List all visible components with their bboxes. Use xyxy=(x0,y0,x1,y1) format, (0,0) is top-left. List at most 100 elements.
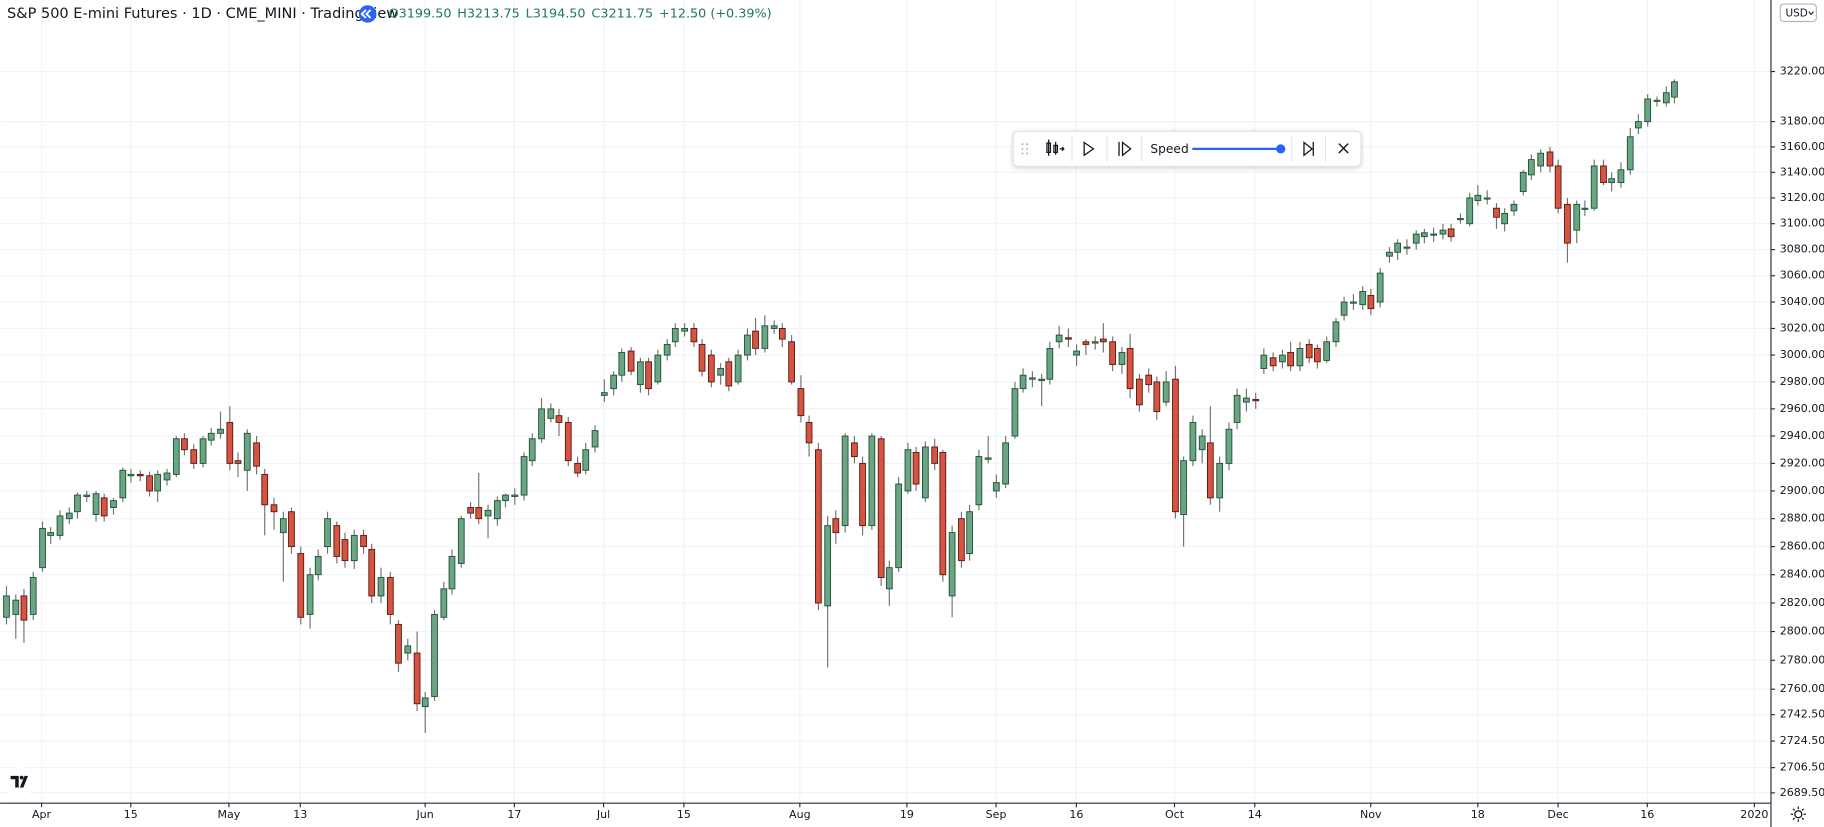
candle-body xyxy=(1581,207,1589,210)
candle-body xyxy=(1635,121,1642,129)
step-forward-button[interactable] xyxy=(1118,141,1132,157)
candle-body xyxy=(146,475,153,492)
candle-body xyxy=(1305,343,1313,359)
candle-body xyxy=(1313,347,1321,363)
y-tick-label: 2960.00 xyxy=(1780,402,1824,415)
replay-back-button[interactable] xyxy=(358,5,377,23)
candle-body xyxy=(992,482,1000,492)
x-tick-label: 2020 xyxy=(1740,808,1768,821)
candle-body xyxy=(467,507,474,514)
candle-body xyxy=(1617,169,1625,184)
y-tick-label: 2920.00 xyxy=(1780,456,1824,469)
candle-body xyxy=(1510,203,1518,212)
grid xyxy=(0,0,1771,803)
candle-body xyxy=(190,449,198,464)
candle-body xyxy=(1153,381,1161,413)
y-tick-label: 2724.50 xyxy=(1780,734,1824,747)
speed-slider-knob[interactable] xyxy=(1276,144,1286,154)
candle-body xyxy=(288,511,295,548)
candle-body xyxy=(457,518,465,564)
candles xyxy=(3,79,1678,733)
y-tick-label: 3220.00 xyxy=(1780,65,1824,78)
x-tick-label: 17 xyxy=(507,808,521,821)
candle-body xyxy=(698,343,706,372)
candle-body xyxy=(154,473,162,492)
candle-body xyxy=(547,408,555,419)
candle-body xyxy=(600,392,608,396)
candle-body xyxy=(119,469,127,499)
play-button[interactable] xyxy=(1083,141,1095,157)
candle-body xyxy=(306,574,314,615)
candle-body xyxy=(868,435,876,527)
x-tick-label: 16 xyxy=(1069,808,1083,821)
ohlc-change: +12.50 (+0.39%) xyxy=(659,6,772,21)
jump-to-realtime-button[interactable] xyxy=(1303,141,1314,157)
candle-body xyxy=(1420,232,1428,238)
candle-body xyxy=(1332,321,1340,343)
candle-body xyxy=(314,555,322,576)
select-bar-button[interactable] xyxy=(1046,139,1065,156)
candle-body xyxy=(627,350,635,372)
settings-button[interactable] xyxy=(1790,806,1806,822)
candle-body xyxy=(39,527,46,569)
candle-body xyxy=(253,442,260,467)
x-tick-label: Jun xyxy=(416,808,434,821)
candle-body xyxy=(1590,165,1598,209)
candle-body xyxy=(181,438,188,451)
candle-body xyxy=(1653,99,1661,102)
candle-body xyxy=(1145,374,1153,386)
candle-body xyxy=(511,494,519,497)
candle-body xyxy=(717,368,725,376)
drag-handle[interactable] xyxy=(1021,143,1029,155)
candle-body xyxy=(1029,377,1036,380)
candle-body xyxy=(350,534,358,562)
candle-body xyxy=(1554,165,1562,209)
candle-body xyxy=(904,449,912,492)
candle-body xyxy=(1403,246,1411,249)
tradingview-logo[interactable] xyxy=(4,766,35,797)
x-tick-label: Sep xyxy=(986,808,1007,821)
y-tick-label: 3060.00 xyxy=(1780,269,1824,282)
candle-body xyxy=(1082,341,1090,345)
candle-body xyxy=(341,539,349,562)
candle-body xyxy=(984,457,992,460)
candle-body xyxy=(1671,81,1678,98)
candle-body xyxy=(1662,92,1670,104)
y-tick-label: 2900.00 xyxy=(1780,484,1824,497)
candle-body xyxy=(797,388,805,417)
y-tick-label: 2820.00 xyxy=(1780,596,1824,609)
candle-body xyxy=(1091,341,1099,344)
candle-body xyxy=(1430,233,1438,236)
candle-body xyxy=(645,361,652,390)
candle-body xyxy=(824,525,832,607)
candle-body xyxy=(261,473,269,506)
candle-body xyxy=(74,494,81,513)
candle-body xyxy=(1608,178,1616,184)
candle-body xyxy=(234,460,242,464)
currency-button[interactable]: USD xyxy=(1779,3,1817,23)
candle-body xyxy=(217,428,224,434)
candle-body xyxy=(564,421,572,462)
close-replay-button[interactable] xyxy=(1338,143,1349,154)
candle-body xyxy=(493,500,501,520)
y-tick-label: 2742.50 xyxy=(1780,708,1824,721)
candle-body xyxy=(110,500,117,509)
x-tick-label: Nov xyxy=(1360,808,1382,821)
candle-body xyxy=(65,512,73,520)
candle-body xyxy=(948,532,956,597)
y-tick-label: 2780.00 xyxy=(1780,653,1824,666)
candle-body xyxy=(92,493,100,515)
candle-body xyxy=(1038,378,1046,382)
candle-body xyxy=(440,588,448,618)
candle-body xyxy=(877,438,885,578)
candle-body xyxy=(431,613,438,697)
ohlc-open: O3199.50 xyxy=(389,6,452,21)
time-axis: Apr 15 May 13 Jun 17 Jul 15 Aug 19 Sep 16 Oct 14 Nov 18… xyxy=(32,802,1768,821)
candle-body xyxy=(368,548,376,597)
y-tick-label: 3180.00 xyxy=(1780,115,1824,128)
y-tick-label: 3040.00 xyxy=(1780,295,1824,308)
x-tick-label: 14 xyxy=(1248,808,1262,821)
candle-body xyxy=(404,645,412,654)
